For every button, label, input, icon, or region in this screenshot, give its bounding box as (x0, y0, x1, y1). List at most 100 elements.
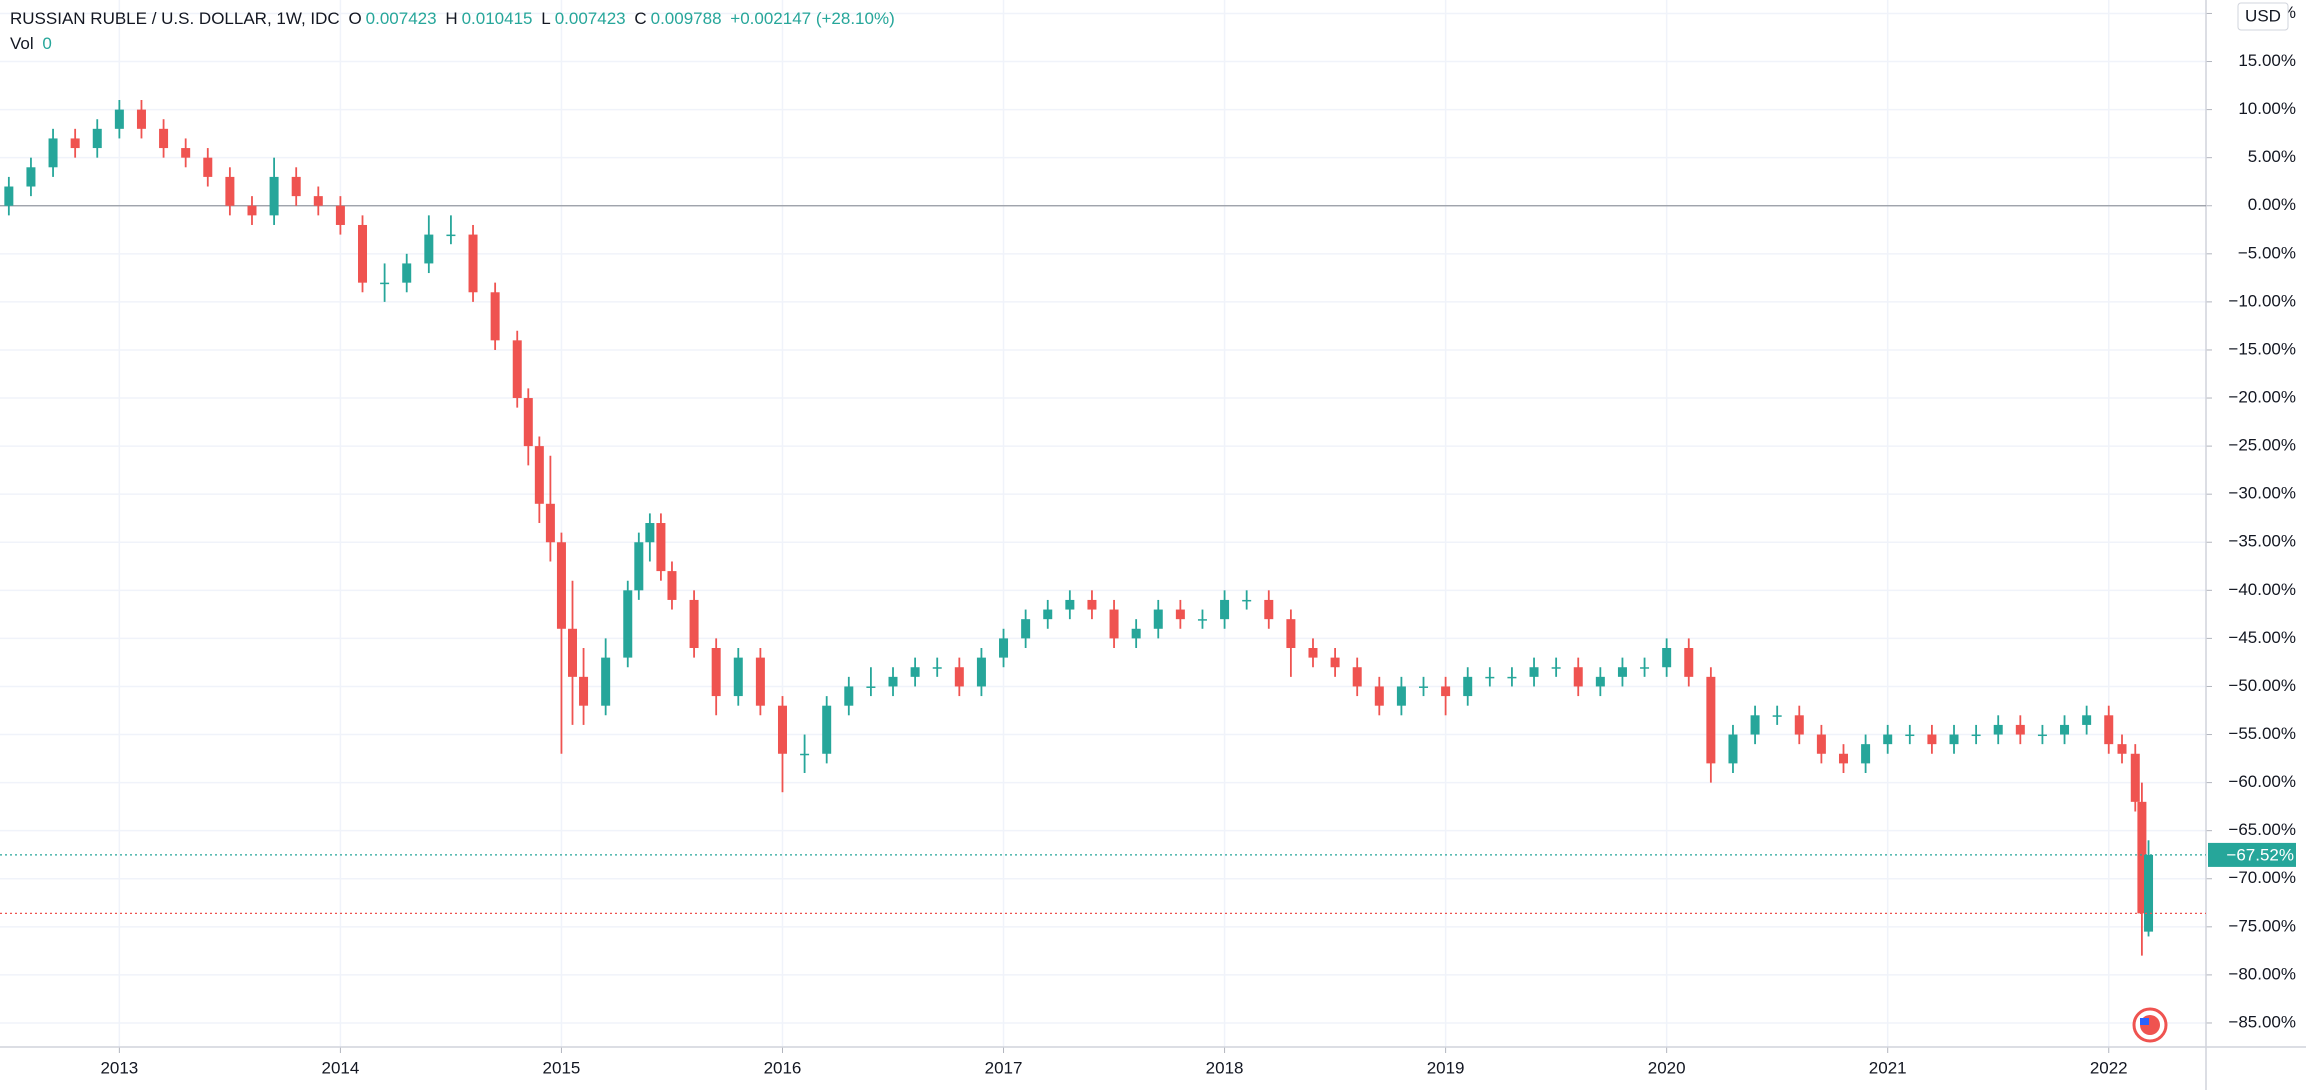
candle-body (159, 128, 169, 149)
candle-body (512, 340, 522, 399)
candle-body (2082, 715, 2092, 725)
candle-body (601, 657, 611, 706)
candle-body (733, 657, 743, 697)
candle-body (545, 503, 555, 543)
candle-body (777, 705, 787, 754)
candle-body (291, 176, 301, 197)
x-tick-label: 2013 (100, 1058, 138, 1077)
y-tick-label: −10.00% (2228, 291, 2296, 310)
candle-body (1021, 619, 1031, 639)
candle-body (1242, 599, 1252, 602)
y-tick-label: −65.00% (2228, 820, 2296, 839)
candle-body (2130, 753, 2140, 802)
candle-body (844, 686, 854, 706)
candle-body (1573, 667, 1583, 687)
ohlc-label: L (541, 9, 551, 28)
y-tick-label: −5.00% (2238, 243, 2296, 262)
candle-body (932, 667, 942, 669)
candle-body (2015, 724, 2025, 735)
candle-body (468, 234, 478, 293)
candle-body (579, 676, 589, 706)
candle-body (667, 571, 677, 600)
candle-body (645, 523, 655, 543)
candle-body (1419, 686, 1429, 688)
candle-body (1662, 648, 1672, 668)
candle-body (1374, 686, 1384, 706)
candle-body (269, 176, 279, 216)
candle-body (623, 590, 633, 658)
candle-body (136, 109, 146, 129)
legend-header: RUSSIAN RUBLE / U.S. DOLLAR, 1W, IDC O 0.… (10, 6, 899, 56)
candle-body (999, 638, 1009, 658)
candle-body (1883, 734, 1893, 745)
candle-body (1330, 657, 1340, 668)
candle-body (92, 128, 102, 149)
candle-body (1463, 676, 1473, 697)
candle-body (1197, 619, 1207, 621)
ohlc-value: 0.007423 (365, 9, 437, 28)
y-tick-label: −85.00% (2228, 1012, 2296, 1031)
candle-body (1352, 667, 1362, 687)
candle-body (1065, 599, 1075, 610)
candle-body (48, 138, 58, 168)
x-tick-label: 2018 (1206, 1058, 1244, 1077)
candle-body (2117, 744, 2127, 754)
candle-body (181, 148, 191, 158)
candle-body (1993, 724, 2003, 735)
candle-body (335, 205, 345, 225)
candle-body (1794, 715, 1804, 735)
candle-body (634, 542, 644, 591)
volume-row: Vol 0 (10, 31, 899, 56)
y-tick-label: 10.00% (2238, 99, 2296, 118)
x-tick-label: 2022 (2090, 1058, 2128, 1077)
candle-body (1750, 715, 1760, 735)
flag-icon (2132, 1007, 2168, 1043)
candle-body (1507, 676, 1517, 679)
candle-body (446, 234, 456, 237)
ohlc-label: C (634, 9, 647, 28)
y-tick-label: −15.00% (2228, 339, 2296, 358)
volume-value: 0 (42, 34, 52, 53)
candle-body (523, 398, 533, 447)
candle-body (114, 109, 124, 129)
y-tick-label: −30.00% (2228, 484, 2296, 503)
candle-body (656, 523, 666, 572)
candle-body (2137, 801, 2147, 914)
candle-body (1971, 734, 1981, 737)
candle-body (711, 648, 721, 697)
candle-body (822, 705, 832, 754)
candle-body (1153, 609, 1163, 629)
candle-body (490, 292, 500, 341)
y-tick-label: −45.00% (2228, 628, 2296, 647)
change: +0.002147 (+28.10%) (730, 9, 895, 28)
candle-body (954, 667, 964, 687)
currency-label: USD (2245, 6, 2281, 25)
x-tick-label: 2016 (764, 1058, 802, 1077)
y-tick-label: −80.00% (2228, 964, 2296, 983)
x-tick-label: 2019 (1427, 1058, 1465, 1077)
candle-body (247, 205, 257, 216)
y-tick-label: −70.00% (2228, 868, 2296, 887)
ohlc-row: RUSSIAN RUBLE / U.S. DOLLAR, 1W, IDC O 0.… (10, 6, 899, 31)
y-tick-label: 5.00% (2248, 147, 2296, 166)
y-tick-label: −25.00% (2228, 436, 2296, 455)
y-tick-label: −75.00% (2228, 916, 2296, 935)
candle-body (567, 628, 577, 677)
y-tick-label: −40.00% (2228, 580, 2296, 599)
last-price-label: −67.52% (2226, 845, 2294, 864)
candle-body (1640, 667, 1650, 669)
candle-body (1043, 609, 1053, 620)
candle-body (2060, 724, 2070, 735)
ohlc-label: H (445, 9, 458, 28)
candle-body (1838, 753, 1848, 764)
candle-body (1772, 715, 1782, 717)
currency-box (2237, 2, 2289, 31)
candle-body (380, 282, 390, 285)
symbol: RUSSIAN RUBLE / U.S. DOLLAR, 1W, IDC (10, 9, 340, 28)
candle-body (2037, 734, 2047, 737)
candle-body (1109, 609, 1119, 639)
y-tick-label: 15.00% (2238, 51, 2296, 70)
